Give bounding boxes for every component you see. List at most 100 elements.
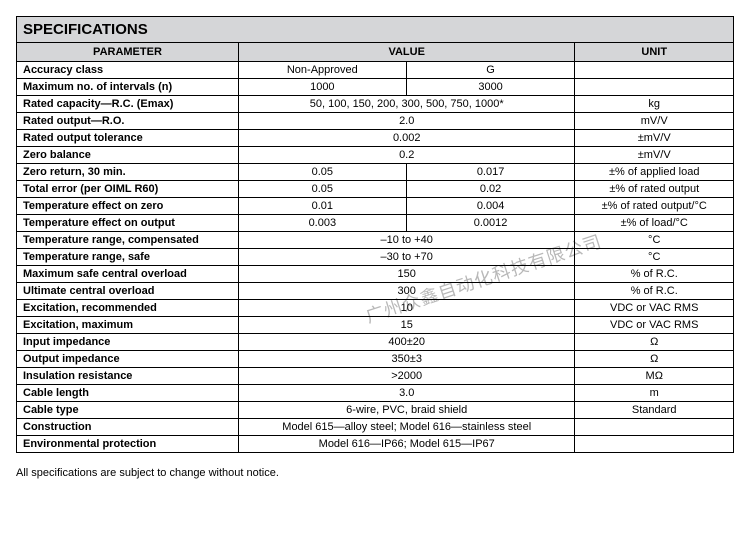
row-unit <box>575 62 733 78</box>
row-value-single: 15 <box>239 317 575 333</box>
row-value: –30 to +70 <box>239 249 576 265</box>
row-unit: Ω <box>575 351 733 367</box>
row-value: 2.0 <box>239 113 576 129</box>
row-parameter: Total error (per OIML R60) <box>17 181 239 197</box>
row-parameter: Insulation resistance <box>17 368 239 384</box>
row-value: >2000 <box>239 368 576 384</box>
row-unit: ±% of applied load <box>575 164 733 180</box>
row-value: –10 to +40 <box>239 232 576 248</box>
footnote-text: All specifications are subject to change… <box>16 467 734 479</box>
row-parameter: Zero balance <box>17 147 239 163</box>
table-row: Maximum safe central overload150% of R.C… <box>17 266 733 283</box>
table-row: Total error (per OIML R60)0.050.02±% of … <box>17 181 733 198</box>
table-row: Excitation, maximum15VDC or VAC RMS <box>17 317 733 334</box>
row-value-right: 0.02 <box>407 181 575 197</box>
table-row: Cable length3.0m <box>17 385 733 402</box>
row-value-right: 0.017 <box>407 164 575 180</box>
row-unit: m <box>575 385 733 401</box>
row-unit: ±% of rated output/°C <box>575 198 733 214</box>
table-header-row: PARAMETER VALUE UNIT <box>17 43 733 62</box>
row-unit: VDC or VAC RMS <box>575 300 733 316</box>
row-unit <box>575 79 733 95</box>
row-value-single: 10 <box>239 300 575 316</box>
row-value-single: Model 615—alloy steel; Model 616—stainle… <box>239 419 575 435</box>
row-unit: ±% of load/°C <box>575 215 733 231</box>
row-parameter: Construction <box>17 419 239 435</box>
row-parameter: Maximum safe central overload <box>17 266 239 282</box>
row-value: 0.050.02 <box>239 181 576 197</box>
row-value: Model 616—IP66; Model 615—IP67 <box>239 436 576 452</box>
row-parameter: Rated capacity—R.C. (Emax) <box>17 96 239 112</box>
row-parameter: Temperature range, safe <box>17 249 239 265</box>
row-value: 10 <box>239 300 576 316</box>
header-unit: UNIT <box>575 43 733 61</box>
row-unit: Standard <box>575 402 733 418</box>
row-value-left: 0.003 <box>239 215 407 231</box>
row-value: 3.0 <box>239 385 576 401</box>
row-value: 150 <box>239 266 576 282</box>
table-row: Excitation, recommended10VDC or VAC RMS <box>17 300 733 317</box>
table-body: Accuracy classNon-ApprovedGMaximum no. o… <box>17 62 733 452</box>
row-value: 10003000 <box>239 79 576 95</box>
table-row: Rated output—R.O.2.0mV/V <box>17 113 733 130</box>
table-row: Output impedance350±3Ω <box>17 351 733 368</box>
row-value-single: 6-wire, PVC, braid shield <box>239 402 575 418</box>
table-row: ConstructionModel 615—alloy steel; Model… <box>17 419 733 436</box>
row-unit: °C <box>575 232 733 248</box>
row-parameter: Maximum no. of intervals (n) <box>17 79 239 95</box>
row-value-single: 400±20 <box>239 334 575 350</box>
row-parameter: Rated output—R.O. <box>17 113 239 129</box>
row-unit: MΩ <box>575 368 733 384</box>
row-value: 6-wire, PVC, braid shield <box>239 402 576 418</box>
row-unit: % of R.C. <box>575 283 733 299</box>
header-parameter: PARAMETER <box>17 43 239 61</box>
specifications-table: SPECIFICATIONS PARAMETER VALUE UNIT Accu… <box>16 16 734 453</box>
row-value-right: 3000 <box>407 79 575 95</box>
row-unit <box>575 419 733 435</box>
row-parameter: Input impedance <box>17 334 239 350</box>
table-row: Zero return, 30 min.0.050.017±% of appli… <box>17 164 733 181</box>
table-row: Temperature effect on zero0.010.004±% of… <box>17 198 733 215</box>
table-row: Rated output tolerance0.002±mV/V <box>17 130 733 147</box>
row-value-single: >2000 <box>239 368 575 384</box>
row-value: 0.0030.0012 <box>239 215 576 231</box>
row-value-left: Non-Approved <box>239 62 407 78</box>
row-value-left: 0.05 <box>239 164 407 180</box>
row-unit: kg <box>575 96 733 112</box>
table-title: SPECIFICATIONS <box>17 17 733 43</box>
row-value-right: 0.0012 <box>407 215 575 231</box>
row-value-single: 50, 100, 150, 200, 300, 500, 750, 1000* <box>239 96 575 112</box>
row-value-single: 350±3 <box>239 351 575 367</box>
row-value-single: 2.0 <box>239 113 575 129</box>
row-unit <box>575 436 733 452</box>
row-parameter: Excitation, recommended <box>17 300 239 316</box>
row-value: 400±20 <box>239 334 576 350</box>
row-value-single: –30 to +70 <box>239 249 575 265</box>
row-parameter: Zero return, 30 min. <box>17 164 239 180</box>
row-unit: ±% of rated output <box>575 181 733 197</box>
row-value-left: 0.05 <box>239 181 407 197</box>
row-value-single: 150 <box>239 266 575 282</box>
row-value: 350±3 <box>239 351 576 367</box>
table-row: Input impedance400±20Ω <box>17 334 733 351</box>
table-row: Accuracy classNon-ApprovedG <box>17 62 733 79</box>
row-value-single: Model 616—IP66; Model 615—IP67 <box>239 436 575 452</box>
table-row: Cable type6-wire, PVC, braid shieldStand… <box>17 402 733 419</box>
row-value: Model 615—alloy steel; Model 616—stainle… <box>239 419 576 435</box>
header-value: VALUE <box>239 43 576 61</box>
table-row: Zero balance0.2±mV/V <box>17 147 733 164</box>
row-parameter: Rated output tolerance <box>17 130 239 146</box>
table-row: Ultimate central overload300% of R.C. <box>17 283 733 300</box>
table-row: Rated capacity—R.C. (Emax)50, 100, 150, … <box>17 96 733 113</box>
row-parameter: Temperature effect on output <box>17 215 239 231</box>
row-parameter: Environmental protection <box>17 436 239 452</box>
table-row: Insulation resistance>2000MΩ <box>17 368 733 385</box>
row-value-right: G <box>407 62 575 78</box>
row-value: 0.050.017 <box>239 164 576 180</box>
row-value-single: 0.2 <box>239 147 575 163</box>
row-value-left: 0.01 <box>239 198 407 214</box>
row-parameter: Output impedance <box>17 351 239 367</box>
row-value: 15 <box>239 317 576 333</box>
row-unit: Ω <box>575 334 733 350</box>
row-value: 0.002 <box>239 130 576 146</box>
